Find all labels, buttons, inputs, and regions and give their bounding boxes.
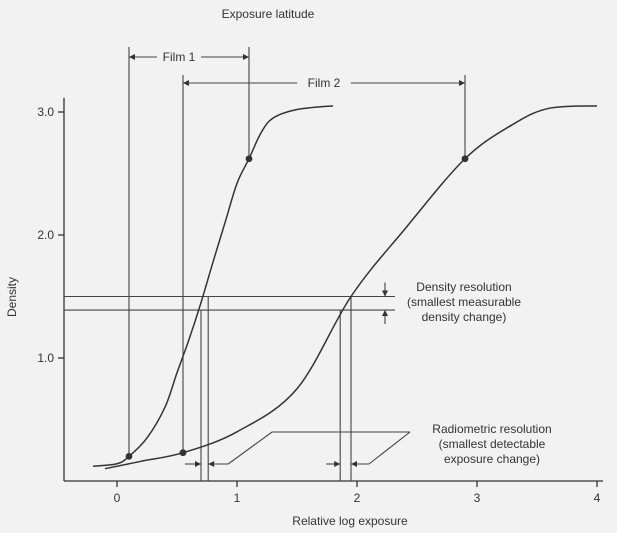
film2-latitude-label: Film 2 xyxy=(308,76,341,90)
latitude-ranges: Film 1 Film 2 xyxy=(129,50,465,90)
arrowhead xyxy=(382,290,388,297)
annotations: Density resolution(smallest measurablede… xyxy=(185,280,552,467)
radiometric-resolution-text: Radiometric resolution xyxy=(432,422,551,436)
arrowhead xyxy=(195,461,201,467)
x-tick-label: 3 xyxy=(474,491,481,505)
radiometric-resolution-text: exposure change) xyxy=(444,452,540,466)
key-point xyxy=(125,453,133,460)
y-tick-label: 3.0 xyxy=(37,105,54,119)
arrowhead xyxy=(382,310,388,317)
arrowhead xyxy=(129,54,135,60)
film1-curve xyxy=(92,105,334,467)
x-tick-label: 1 xyxy=(234,491,241,505)
film1-latitude-label: Film 1 xyxy=(163,50,196,64)
key-points xyxy=(125,155,469,460)
radiometric-resolution-text: (smallest detectable xyxy=(439,437,546,451)
arrowhead xyxy=(208,461,215,467)
key-point xyxy=(461,155,469,163)
density-resolution-text: (smallest measurable xyxy=(407,295,521,309)
radiometric-leader xyxy=(227,431,410,465)
arrowhead xyxy=(334,461,341,467)
arrowhead xyxy=(351,461,357,467)
guide-lines xyxy=(64,47,466,481)
axes xyxy=(58,97,603,487)
density-resolution-text: density change) xyxy=(422,310,507,324)
radiometric-leader xyxy=(368,431,411,465)
chart-title: Exposure latitude xyxy=(222,7,315,21)
key-point xyxy=(245,155,253,163)
arrowhead xyxy=(459,80,465,86)
film2-curve xyxy=(104,105,598,470)
x-tick-label: 0 xyxy=(114,491,121,505)
key-point xyxy=(179,449,187,457)
arrowhead xyxy=(243,54,249,60)
arrowhead xyxy=(183,80,189,86)
tick-labels: 0 1 2 3 4 1.0 2.0 3.0 xyxy=(37,105,600,505)
density-resolution-text: Density resolution xyxy=(416,280,511,294)
x-axis-label: Relative log exposure xyxy=(292,514,408,528)
x-tick-label: 4 xyxy=(594,491,601,505)
y-axis-label: Density xyxy=(5,277,19,317)
y-tick-label: 2.0 xyxy=(37,228,54,242)
characteristic-curves xyxy=(92,105,598,470)
x-tick-label: 2 xyxy=(354,491,361,505)
y-tick-label: 1.0 xyxy=(37,351,54,365)
